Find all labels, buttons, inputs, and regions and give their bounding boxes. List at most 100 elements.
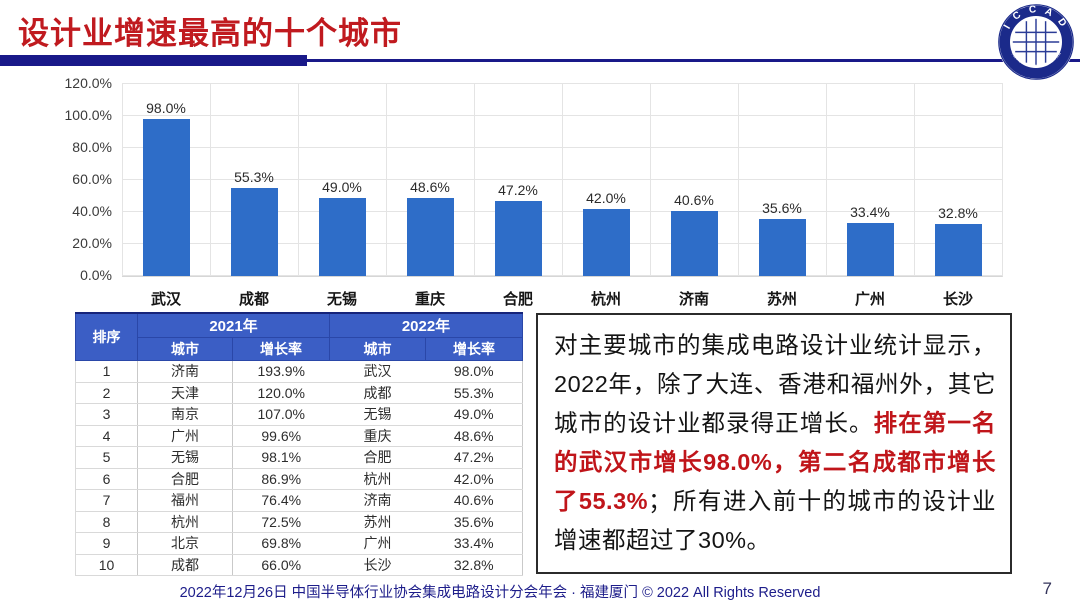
table-row: 9 北京 69.8% 广州 33.4% — [75, 532, 523, 555]
table-cell: 无锡 — [329, 403, 426, 426]
table-header-2021: 2021年 — [137, 312, 330, 338]
table-cell: 成都 — [329, 382, 426, 404]
table-cell: 76.4% — [232, 489, 330, 512]
bar — [670, 211, 718, 276]
table-row: 2 天津 120.0% 成都 55.3% — [75, 382, 523, 404]
table-cell: 广州 — [329, 532, 426, 555]
category-label: 苏州 — [766, 291, 797, 308]
y-tick-label: 100.0% — [64, 107, 112, 123]
category-label: 无锡 — [326, 291, 357, 308]
commentary-segment: ；所有进入前十的城市的设计业增速都超过了30%。 — [554, 488, 997, 553]
table-cell: 7 — [75, 489, 138, 512]
table-cell: 成都 — [137, 554, 233, 576]
table-cell: 99.6% — [232, 425, 330, 447]
logo-outer-ring — [998, 4, 1074, 80]
table-cell: 40.6% — [425, 489, 523, 512]
table-cell: 杭州 — [329, 468, 426, 490]
bar-value-label: 48.6% — [410, 179, 450, 196]
table-cell: 86.9% — [232, 468, 330, 490]
table-cell: 8 — [75, 511, 138, 533]
bar-value-label: 33.4% — [850, 203, 890, 220]
table-cell: 福州 — [137, 489, 233, 512]
bar-slot: 48.6% — [386, 84, 474, 276]
table-cell: 5 — [75, 446, 138, 469]
bar-slot: 47.2% — [474, 84, 562, 276]
bar — [846, 222, 894, 276]
bar-value-label: 40.6% — [674, 192, 714, 208]
category-label: 合肥 — [502, 291, 533, 308]
ranking-table: 排序 2021年 2022年 城市 增长率 城市 增长率 1 济南 193.9% 武汉… — [75, 312, 523, 576]
bar-value-label: 42.0% — [586, 189, 626, 206]
bar-chart: 0.0% 20.0% 40.0% 60.0% 80.0% 100.0% 120.0% 98.… — [58, 75, 1010, 309]
commentary-segment: 对主要城市的集成电路设计业统计显示，2022年，除了大连、香港和福州外，其它城市… — [554, 332, 996, 436]
ranking-table-body: 1 济南 193.9% 武汉 98.0% 2 天津 120.0% 成都 55.3% 3 南京 107.0… — [75, 360, 523, 576]
table-subheader-city-2022: 城市 — [329, 337, 426, 361]
bar — [582, 208, 630, 276]
bar — [494, 200, 542, 276]
title-underline-thin — [300, 59, 1080, 62]
table-cell: 无锡 — [137, 446, 233, 469]
bar — [934, 223, 982, 276]
table-cell: 广州 — [137, 425, 233, 447]
bar-slot: 40.6% — [650, 84, 738, 276]
table-cell: 66.0% — [232, 554, 330, 576]
y-tick-label: 60.0% — [72, 171, 112, 187]
table-subheader-city-2021: 城市 — [137, 337, 233, 361]
table-cell: 3 — [75, 403, 138, 426]
table-cell: 47.2% — [425, 446, 523, 469]
table-cell: 南京 — [137, 403, 233, 426]
bar-value-label: 32.8% — [938, 204, 978, 221]
table-cell: 193.9% — [232, 360, 330, 383]
bar — [142, 119, 190, 276]
bar — [758, 219, 806, 276]
logo-circuit-grid-icon — [1012, 18, 1060, 66]
y-tick-label: 40.0% — [72, 203, 112, 219]
y-tick-label: 80.0% — [72, 139, 112, 155]
bar-slot: 35.6% — [738, 84, 826, 276]
table-cell: 苏州 — [329, 511, 426, 533]
table-cell: 武汉 — [329, 360, 426, 383]
bar-slot: 42.0% — [562, 84, 650, 276]
title-underline-thick — [0, 55, 307, 66]
category-label: 长沙 — [942, 291, 973, 308]
table-cell: 济南 — [137, 360, 233, 383]
chart-x-axis: 武汉 成都 无锡 重庆 合肥 杭州 济南 苏州 广州 长沙 — [122, 282, 1002, 309]
bar — [318, 197, 366, 276]
table-cell: 72.5% — [232, 511, 330, 533]
page-number: 7 — [1042, 579, 1052, 598]
table-row: 6 合肥 86.9% 杭州 42.0% — [75, 468, 523, 490]
table-row: 7 福州 76.4% 济南 40.6% — [75, 489, 523, 512]
bar — [230, 187, 278, 276]
bar-slot: 33.4% — [826, 84, 914, 276]
table-cell: 9 — [75, 532, 138, 555]
table-cell: 35.6% — [425, 511, 523, 533]
chart-y-axis: 0.0% 20.0% 40.0% 60.0% 80.0% 100.0% 120.0% — [58, 75, 116, 288]
category-label: 武汉 — [150, 291, 181, 308]
commentary-box: 对主要城市的集成电路设计业统计显示，2022年，除了大连、香港和福州外，其它城市… — [536, 313, 1012, 574]
category-label: 成都 — [238, 291, 269, 308]
table-header-2022: 2022年 — [329, 312, 523, 338]
table-cell: 合肥 — [137, 468, 233, 490]
table-row: 5 无锡 98.1% 合肥 47.2% — [75, 446, 523, 469]
table-cell: 天津 — [137, 382, 233, 404]
bar-slot: 32.8% — [914, 84, 1002, 276]
table-cell: 55.3% — [425, 382, 523, 404]
category-label: 济南 — [678, 291, 709, 308]
bar-value-label: 98.0% — [146, 100, 186, 117]
table-cell: 69.8% — [232, 532, 330, 555]
table-row: 4 广州 99.6% 重庆 48.6% — [75, 425, 523, 447]
bar — [406, 198, 454, 276]
table-cell: 48.6% — [425, 425, 523, 447]
table-cell: 北京 — [137, 532, 233, 555]
bar-slot: 49.0% — [298, 84, 386, 276]
table-cell: 1 — [75, 360, 138, 383]
logo-ring — [999, 5, 1073, 79]
page-title: 设计业增速最高的十个城市 — [18, 16, 402, 51]
table-cell: 4 — [75, 425, 138, 447]
table-cell: 济南 — [329, 489, 426, 512]
bar-value-label: 47.2% — [498, 181, 538, 198]
iccad-logo-icon: I C C A D 中国半导体行业协会集成电路设计分会 — [997, 3, 1075, 81]
table-row: 1 济南 193.9% 武汉 98.0% — [75, 360, 523, 383]
table-header-rank: 排序 — [75, 312, 138, 361]
table-cell: 2 — [75, 382, 138, 404]
